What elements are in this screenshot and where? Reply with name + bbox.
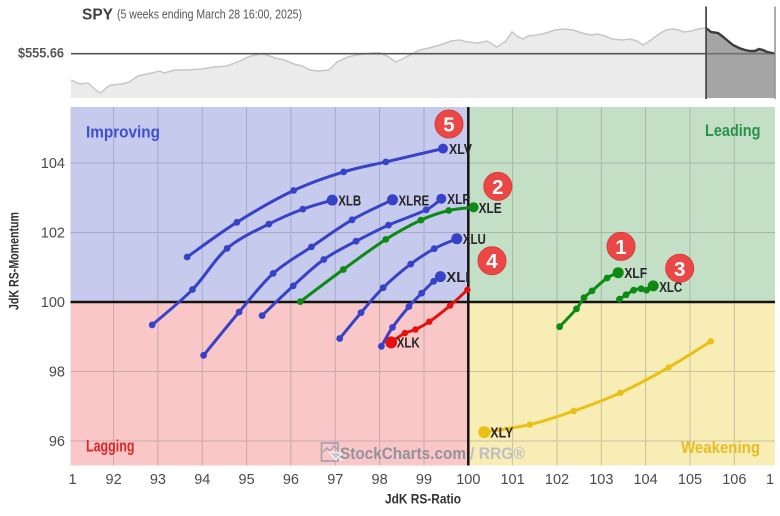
- svg-text:100: 100: [41, 295, 65, 311]
- svg-text:Lagging: Lagging: [86, 437, 135, 456]
- svg-text:/ RRG®: / RRG®: [470, 445, 525, 463]
- svg-text:SPY: SPY: [82, 7, 113, 24]
- svg-text:1: 1: [615, 236, 626, 259]
- svg-text:StockCharts.com: StockCharts.com: [340, 445, 466, 463]
- svg-text:XLE: XLE: [479, 201, 502, 217]
- svg-text:97: 97: [327, 472, 343, 488]
- svg-text:3: 3: [674, 258, 685, 281]
- svg-text:95: 95: [239, 472, 255, 488]
- svg-text:Improving: Improving: [86, 123, 160, 142]
- svg-text:101: 101: [500, 472, 524, 488]
- svg-text:XLC: XLC: [659, 280, 682, 296]
- svg-text:(5 weeks ending March 28 16:00: (5 weeks ending March 28 16:00, 2025): [117, 7, 302, 22]
- svg-text:106: 106: [722, 472, 746, 488]
- svg-text:98: 98: [49, 365, 65, 381]
- svg-text:100: 100: [456, 472, 480, 488]
- svg-text:96: 96: [49, 434, 65, 450]
- svg-text:102: 102: [545, 472, 569, 488]
- svg-text:JdK RS-Ratio: JdK RS-Ratio: [385, 491, 461, 507]
- svg-text:5: 5: [443, 114, 454, 137]
- svg-text:92: 92: [106, 472, 122, 488]
- svg-text:93: 93: [150, 472, 166, 488]
- svg-text:98: 98: [372, 472, 388, 488]
- svg-text:1: 1: [68, 472, 76, 488]
- svg-text:96: 96: [283, 472, 299, 488]
- svg-text:XLY: XLY: [490, 426, 513, 442]
- svg-text:104: 104: [41, 156, 65, 172]
- svg-text:$555.66: $555.66: [18, 45, 64, 61]
- svg-text:Weakening: Weakening: [681, 438, 760, 457]
- svg-text:Leading: Leading: [705, 121, 761, 140]
- svg-text:XLK: XLK: [397, 335, 420, 351]
- svg-text:102: 102: [41, 226, 65, 242]
- svg-text:XLV: XLV: [449, 142, 472, 158]
- svg-text:XLF: XLF: [624, 266, 647, 282]
- svg-text:94: 94: [194, 472, 210, 488]
- svg-text:2: 2: [492, 176, 503, 199]
- svg-text:XLRE: XLRE: [399, 193, 430, 209]
- svg-text:105: 105: [678, 472, 702, 488]
- svg-text:JdK RS-Momentum: JdK RS-Momentum: [7, 212, 22, 310]
- svg-text:XLP: XLP: [447, 192, 470, 208]
- svg-text:XLB: XLB: [338, 194, 361, 210]
- svg-text:104: 104: [633, 472, 657, 488]
- svg-text:99: 99: [416, 472, 432, 488]
- svg-text:1: 1: [766, 472, 774, 488]
- svg-text:103: 103: [589, 472, 613, 488]
- svg-text:XLU: XLU: [463, 232, 486, 248]
- svg-text:XLI: XLI: [446, 270, 469, 286]
- svg-text:4: 4: [486, 250, 498, 273]
